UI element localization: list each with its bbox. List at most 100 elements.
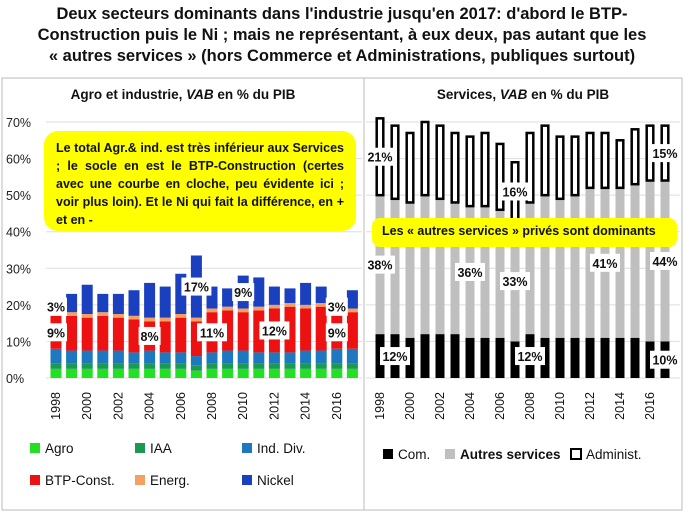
data-label: 12% xyxy=(262,324,287,338)
bar-iaa-2013 xyxy=(284,363,296,369)
x-tick-label: 2012 xyxy=(583,392,597,420)
bar-administ--2002 xyxy=(435,124,445,201)
data-label: 38% xyxy=(367,259,392,273)
bar-agro-2013 xyxy=(284,368,296,378)
bar-energ--2017 xyxy=(346,308,358,313)
data-label-box xyxy=(500,182,530,201)
bar-agro-2010 xyxy=(237,368,249,378)
bar-nickel-2014 xyxy=(300,282,312,305)
legend-swatch-com- xyxy=(383,449,393,459)
data-label: 9% xyxy=(328,326,346,340)
bar-administ--2000 xyxy=(405,131,415,204)
y-tick-label: 70% xyxy=(6,116,31,130)
bar-com--2003 xyxy=(450,334,460,378)
bar-agro-2017 xyxy=(346,368,358,378)
bar-btp-const--2013 xyxy=(284,306,296,353)
bar-btp-const--2002 xyxy=(112,317,124,351)
bar-energ--2011 xyxy=(253,306,265,311)
bar-administ--2004 xyxy=(465,135,475,208)
x-tick-label: 2008 xyxy=(205,392,219,420)
bar-btp-const--2000 xyxy=(81,317,93,351)
bar-autres-services-2001 xyxy=(420,195,430,335)
legend-label: Autres services xyxy=(460,447,561,462)
bar-btp-const--1999 xyxy=(66,315,78,351)
bar-agro-1999 xyxy=(66,368,78,378)
bar-nickel-2006 xyxy=(175,273,187,314)
x-tick-label: 2012 xyxy=(267,392,281,420)
bar-ind-div--2012 xyxy=(268,352,280,364)
bar-ind-div--2009 xyxy=(222,350,234,364)
bar-agro-2016 xyxy=(331,368,343,378)
bar-administ--2010 xyxy=(555,135,565,201)
bar-administ--2005 xyxy=(480,131,490,208)
bar-com--2005 xyxy=(480,337,490,378)
bar-administ--2008 xyxy=(525,131,535,204)
legend-label: BTP-Const. xyxy=(45,473,115,488)
bar-ind-div--2005 xyxy=(159,352,171,364)
x-tick-label: 2000 xyxy=(403,392,417,420)
legend-swatch-btp-const- xyxy=(30,475,40,485)
data-label-box xyxy=(45,323,67,342)
bar-com--2011 xyxy=(570,337,580,378)
y-tick-label: 40% xyxy=(6,226,31,240)
y-tick-label: 30% xyxy=(6,262,31,276)
bar-autres-services-2008 xyxy=(525,202,535,335)
left-annotation-text: Le total Agr.& ind. est très inférieur a… xyxy=(56,141,344,227)
x-tick-label: 2016 xyxy=(643,392,657,420)
bar-ind-div--2004 xyxy=(144,350,156,364)
legend-label: Administ. xyxy=(586,447,642,462)
data-label: 10% xyxy=(652,354,677,368)
bar-energ--2013 xyxy=(284,303,296,307)
data-label-box xyxy=(365,147,395,166)
data-label-box xyxy=(455,262,485,281)
bar-agro-2007 xyxy=(190,370,202,378)
bar-iaa-1999 xyxy=(66,363,78,369)
bar-nickel-2001 xyxy=(97,293,109,313)
bar-btp-const--2014 xyxy=(300,308,312,351)
legend-label: Nickel xyxy=(257,473,294,488)
figure-title: Deux secteurs dominants dans l'industrie… xyxy=(0,4,684,67)
legend-swatch-nickel xyxy=(242,475,252,485)
bar-agro-2006 xyxy=(175,368,187,378)
bar-ind-div--2010 xyxy=(237,350,249,364)
bar-administ--2011 xyxy=(570,135,580,197)
data-label: 36% xyxy=(457,266,482,280)
bar-iaa-2015 xyxy=(315,363,327,369)
bar-nickel-2009 xyxy=(222,288,234,307)
bar-ind-div--2003 xyxy=(128,352,140,364)
bar-iaa-1998 xyxy=(50,363,62,369)
data-label: 9% xyxy=(234,286,252,300)
data-label: 16% xyxy=(502,185,527,199)
bar-btp-const--2009 xyxy=(222,310,234,351)
data-label-box xyxy=(181,277,212,296)
bar-nickel-2015 xyxy=(315,286,327,304)
bar-nickel-2017 xyxy=(346,290,358,309)
bar-administ--2014 xyxy=(615,139,625,190)
bar-nickel-2008 xyxy=(206,286,218,309)
bar-com--2012 xyxy=(585,337,595,378)
bar-energ--2014 xyxy=(300,304,312,309)
legend-swatch-administ- xyxy=(570,448,582,460)
bar-agro-2003 xyxy=(128,368,140,378)
data-label-box xyxy=(590,253,620,272)
bar-btp-const--2006 xyxy=(175,317,187,353)
bar-administ--2012 xyxy=(585,131,595,190)
y-tick-label: 20% xyxy=(6,299,31,313)
bar-com--2004 xyxy=(465,337,475,378)
x-tick-label: 2008 xyxy=(523,392,537,420)
bar-iaa-2017 xyxy=(346,363,358,369)
right-annotation-text: Les « autres services » privés sont domi… xyxy=(382,224,656,238)
x-tick-label: 2000 xyxy=(80,392,94,420)
bar-administ--2001 xyxy=(420,120,430,197)
data-label-box xyxy=(650,251,680,270)
bar-autres-services-2015 xyxy=(630,184,640,338)
x-tick-label: 2004 xyxy=(463,392,477,420)
legend-swatch-ind-div- xyxy=(242,443,252,453)
bar-iaa-2006 xyxy=(175,363,187,369)
data-label: 9% xyxy=(47,326,65,340)
bar-energ--2002 xyxy=(112,314,124,318)
bar-energ--2000 xyxy=(81,314,93,318)
bar-btp-const--2015 xyxy=(315,306,327,351)
data-label: 8% xyxy=(141,330,159,344)
bar-nickel-2011 xyxy=(253,277,265,307)
